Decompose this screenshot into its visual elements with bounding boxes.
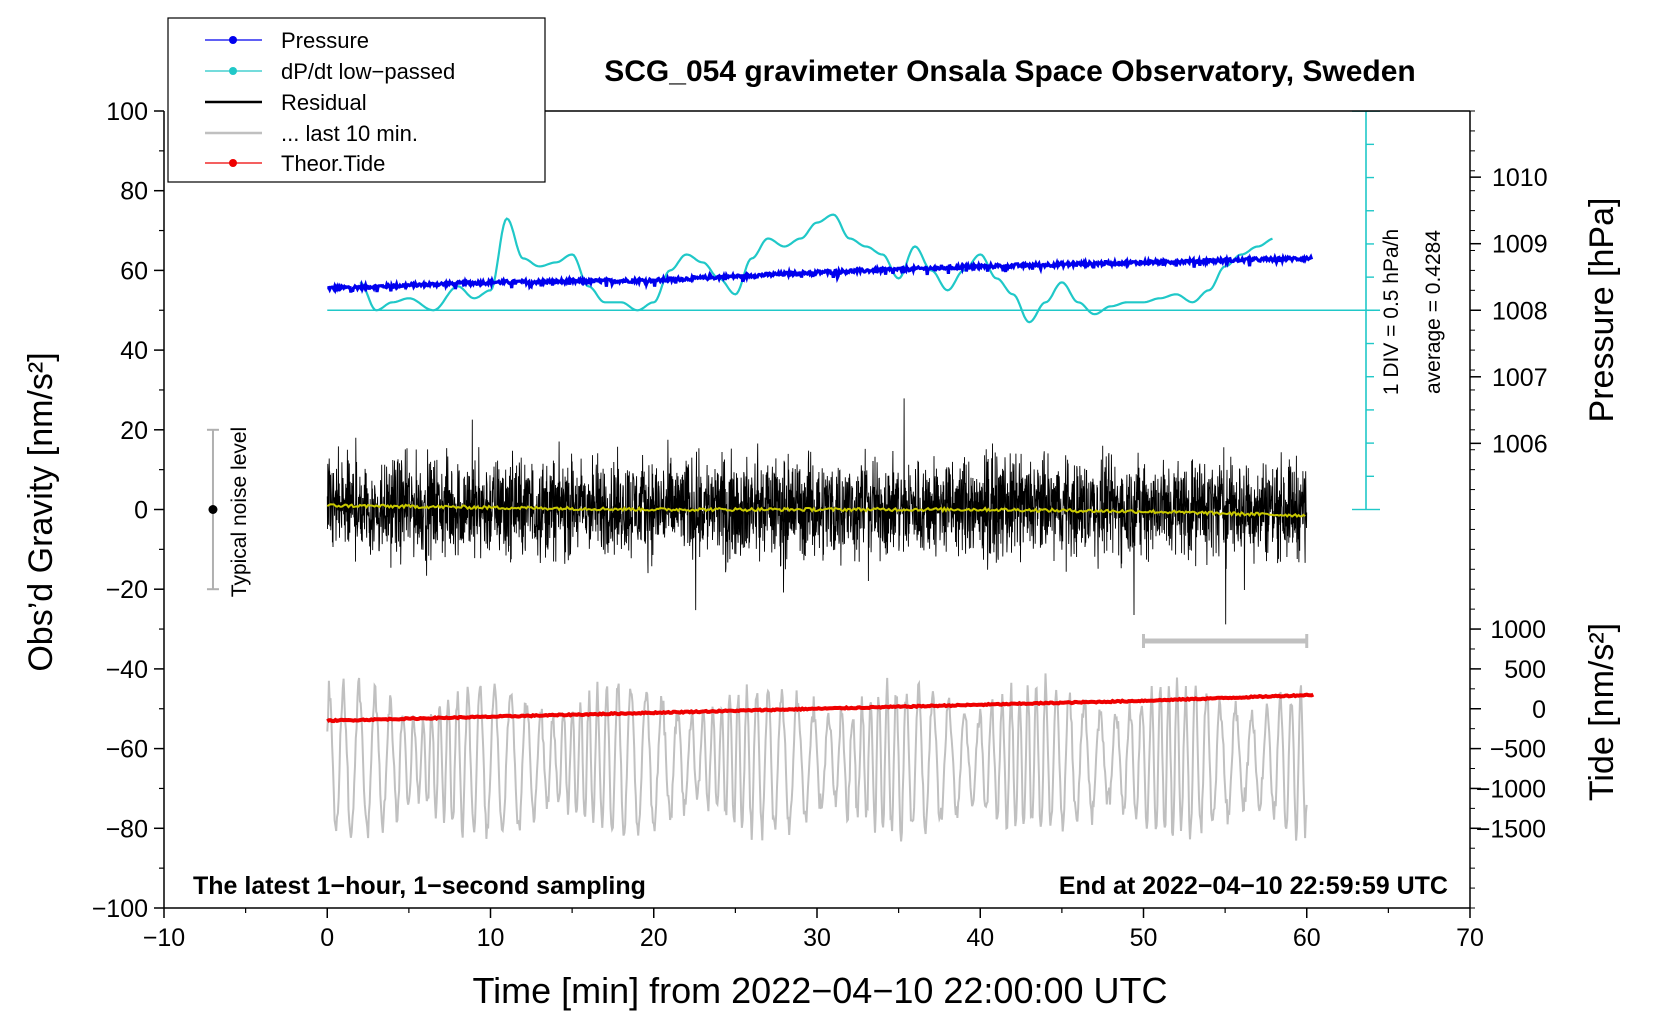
legend-label-last10: ... last 10 min. bbox=[281, 121, 418, 146]
axes-layer: −10 0 10 20 30 40 50 60 70100806040200−20−40−60−… bbox=[92, 98, 1548, 952]
chart-title: SCG_054 gravimeter Onsala Space Observat… bbox=[604, 55, 1416, 88]
tide-tick-label: 0 bbox=[1532, 696, 1546, 724]
dpdt-line bbox=[359, 213, 1273, 324]
y-tick-label: −100 bbox=[92, 895, 148, 923]
x-tick-label: 10 bbox=[477, 924, 505, 952]
legend-swatch-dot bbox=[229, 36, 237, 44]
tide-tick-label: 500 bbox=[1504, 656, 1546, 684]
legend: Pressure dP/dt low−passed Residual ... l… bbox=[167, 17, 546, 183]
data-layer bbox=[206, 110, 1380, 842]
y-tick-label: 40 bbox=[120, 337, 148, 365]
y-tick-label: 80 bbox=[120, 178, 148, 206]
y-axis-label: Obs’d Gravity [nm/s²] bbox=[22, 352, 60, 671]
legend-label-residual: Residual bbox=[281, 90, 367, 115]
x-tick-label: 60 bbox=[1293, 924, 1321, 952]
tide-tick-label: −1500 bbox=[1476, 815, 1546, 843]
pressure-tick-label: 1007 bbox=[1492, 364, 1548, 392]
legend-box bbox=[167, 17, 546, 183]
average-label: average = 0.4284 bbox=[1422, 230, 1445, 394]
tide-axis-label: Tide [nm/s²] bbox=[1583, 623, 1621, 801]
y-tick-label: −40 bbox=[106, 656, 148, 684]
legend-items bbox=[205, 36, 262, 167]
pressure-tick-label: 1009 bbox=[1492, 231, 1548, 259]
bottom-right-note: End at 2022−04−10 22:59:59 UTC bbox=[1059, 872, 1448, 900]
x-tick-label: 50 bbox=[1130, 924, 1158, 952]
pressure-axis-label: Pressure [hPa] bbox=[1583, 198, 1621, 423]
legend-swatch-dot bbox=[229, 67, 237, 75]
bottom-left-note: The latest 1−hour, 1−second sampling bbox=[193, 872, 646, 900]
pressure-tick-label: 1008 bbox=[1492, 297, 1548, 325]
pressure-tick-label: 1006 bbox=[1492, 430, 1548, 458]
x-axis-label: Time [min] from 2022−04−10 22:00:00 UTC bbox=[472, 970, 1167, 1011]
tide-tick-label: 1000 bbox=[1490, 616, 1546, 644]
pressure-tick-label: 1010 bbox=[1492, 164, 1548, 192]
y-tick-label: −60 bbox=[106, 736, 148, 764]
legend-label-pressure: Pressure bbox=[281, 28, 369, 53]
x-tick-label: 0 bbox=[320, 924, 334, 952]
x-tick-label: 70 bbox=[1456, 924, 1484, 952]
y-tick-label: 60 bbox=[120, 257, 148, 285]
residual-mean-line bbox=[326, 503, 1306, 518]
y-tick-label: 100 bbox=[106, 98, 148, 126]
y-tick-label: −80 bbox=[106, 815, 148, 843]
x-tick-label: 20 bbox=[640, 924, 668, 952]
x-tick-label: 40 bbox=[966, 924, 994, 952]
tide-line bbox=[326, 692, 1315, 724]
legend-swatch-dot bbox=[229, 159, 237, 167]
noise-bar-dot bbox=[208, 505, 218, 514]
x-tick-label: −10 bbox=[143, 924, 185, 952]
tide-tick-label: −1000 bbox=[1476, 775, 1546, 803]
div-label: 1 DIV = 0.5 hPa/h bbox=[1380, 229, 1403, 395]
legend-label-tide: Theor.Tide bbox=[281, 151, 385, 176]
noise-level-label: Typical noise level bbox=[228, 427, 251, 597]
last10-line bbox=[326, 673, 1308, 842]
pressure-line bbox=[327, 252, 1314, 295]
y-tick-label: 20 bbox=[120, 417, 148, 445]
x-tick-label: 30 bbox=[803, 924, 831, 952]
y-tick-label: −20 bbox=[106, 576, 148, 604]
legend-label-dpdt: dP/dt low−passed bbox=[281, 59, 455, 84]
tide-tick-label: −500 bbox=[1490, 736, 1546, 764]
y-tick-label: 0 bbox=[134, 497, 148, 525]
